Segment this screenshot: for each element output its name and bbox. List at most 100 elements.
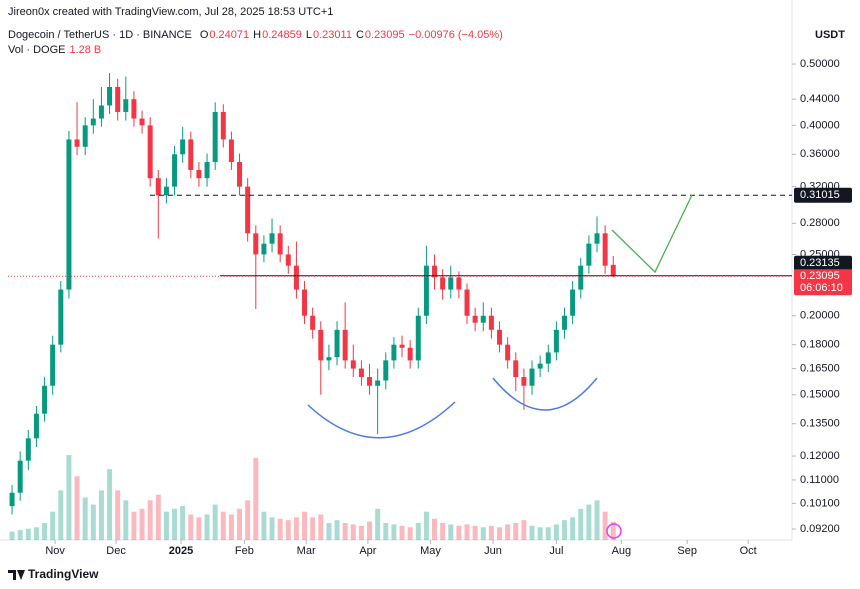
- candle-body: [245, 186, 251, 234]
- volume-bar: [513, 523, 519, 540]
- currency-label: USDT: [815, 29, 845, 41]
- volume-bar: [115, 490, 121, 540]
- x-tick-label: May: [420, 545, 441, 557]
- y-tick-label: 0.44000: [800, 93, 840, 105]
- candle-body: [456, 277, 462, 290]
- volume-bar: [188, 514, 194, 540]
- volume-bar: [318, 514, 324, 540]
- symbol-legend: Dogecoin / TetherUS · 1D · BINANCE O 0.24…: [8, 29, 503, 41]
- volume-bar: [537, 527, 543, 540]
- candle-body: [488, 315, 494, 330]
- x-tick-label: Aug: [612, 545, 632, 557]
- volume-bar: [375, 508, 381, 540]
- volume-bar: [25, 528, 31, 540]
- volume-bar: [391, 524, 397, 540]
- ohlc-value: 0.23011: [312, 29, 352, 41]
- volume-bar: [529, 525, 535, 540]
- candle-body: [529, 368, 535, 386]
- volume-bar: [253, 457, 259, 540]
- volume-bar: [82, 497, 88, 540]
- volume-bar: [90, 504, 96, 540]
- volume-bar: [358, 525, 364, 540]
- volume-value: 1.28 B: [69, 44, 102, 56]
- volume-bar: [342, 523, 348, 540]
- candle-body: [237, 162, 243, 187]
- y-tick-label: 0.13500: [800, 418, 840, 430]
- x-tick-label: Jun: [484, 545, 502, 557]
- watermark: Jireon0x created with TradingView.com, J…: [8, 6, 333, 18]
- x-tick-label: Mar: [297, 545, 316, 557]
- volume-bar: [204, 514, 210, 540]
- candle-body: [358, 368, 364, 378]
- x-tick-label: Oct: [740, 545, 757, 557]
- x-tick-label: Sep: [677, 545, 697, 557]
- candle-body: [545, 352, 551, 364]
- candle-body: [9, 492, 15, 507]
- candle-body: [342, 329, 348, 361]
- candle-body: [391, 344, 397, 361]
- candle-body: [326, 357, 332, 361]
- event-icon[interactable]: [606, 523, 622, 539]
- volume-bar: [123, 500, 129, 540]
- candle-body: [375, 380, 381, 386]
- candle-body: [310, 315, 316, 330]
- ohlc-value: 0.24859: [262, 29, 302, 41]
- volume-bar: [139, 508, 145, 540]
- volume-bar: [107, 469, 113, 540]
- volume-bar: [245, 500, 251, 540]
- volume-bar: [570, 517, 576, 540]
- candle-body: [25, 438, 31, 461]
- neckline-label: 0.23135: [800, 257, 840, 269]
- volume-bar: [586, 504, 592, 540]
- candle-body: [204, 162, 210, 179]
- projection-arrow: [611, 194, 693, 274]
- volume-bar: [594, 500, 600, 540]
- volume-name: Vol · DOGE: [8, 44, 66, 56]
- neckline-label-box: [794, 255, 852, 271]
- volume-bar: [553, 524, 559, 540]
- volume-bar: [74, 476, 80, 540]
- volume-bar: [505, 524, 511, 540]
- candle-body: [318, 329, 324, 361]
- ohlc-label: O: [199, 29, 209, 41]
- volume-bar: [147, 500, 153, 540]
- volume-bar: [326, 523, 332, 540]
- candle-body: [123, 99, 129, 112]
- y-tick-label: 0.20000: [800, 310, 840, 322]
- volume-bar: [269, 517, 275, 540]
- x-tick-label: Dec: [106, 545, 126, 557]
- candle-body: [180, 139, 186, 155]
- candle-body: [131, 99, 137, 119]
- candle-body: [42, 385, 48, 414]
- volume-bar: [98, 490, 104, 540]
- ohlc-label: L: [305, 29, 312, 41]
- candle-body: [253, 233, 259, 255]
- volume-bar: [285, 520, 291, 540]
- volume-bar: [456, 525, 462, 540]
- candle-body: [521, 377, 527, 386]
- candle-body: [228, 139, 234, 163]
- volume-bar: [277, 518, 283, 540]
- volume-bar: [399, 525, 405, 540]
- candle-body: [480, 315, 486, 323]
- volume-bar: [237, 508, 243, 540]
- cup-arc: [307, 401, 456, 439]
- candle-body: [350, 360, 356, 369]
- volume-bar: [334, 520, 340, 540]
- candle-body: [261, 243, 267, 255]
- x-tick-label: Feb: [235, 545, 254, 557]
- volume-bar: [163, 511, 169, 540]
- candle-body: [285, 254, 291, 266]
- candle-body: [407, 347, 413, 361]
- volume-bar: [383, 523, 389, 540]
- volume-bar: [155, 494, 161, 540]
- candle-body: [505, 344, 511, 361]
- candle-body: [334, 329, 340, 358]
- candle-body: [293, 265, 299, 290]
- candle-body: [448, 277, 454, 290]
- y-tick-label: 0.40000: [800, 119, 840, 131]
- candle-body: [269, 233, 275, 244]
- y-tick-label: 0.16500: [800, 362, 840, 374]
- x-tick-label: Jul: [549, 545, 563, 557]
- candle-body: [432, 265, 438, 278]
